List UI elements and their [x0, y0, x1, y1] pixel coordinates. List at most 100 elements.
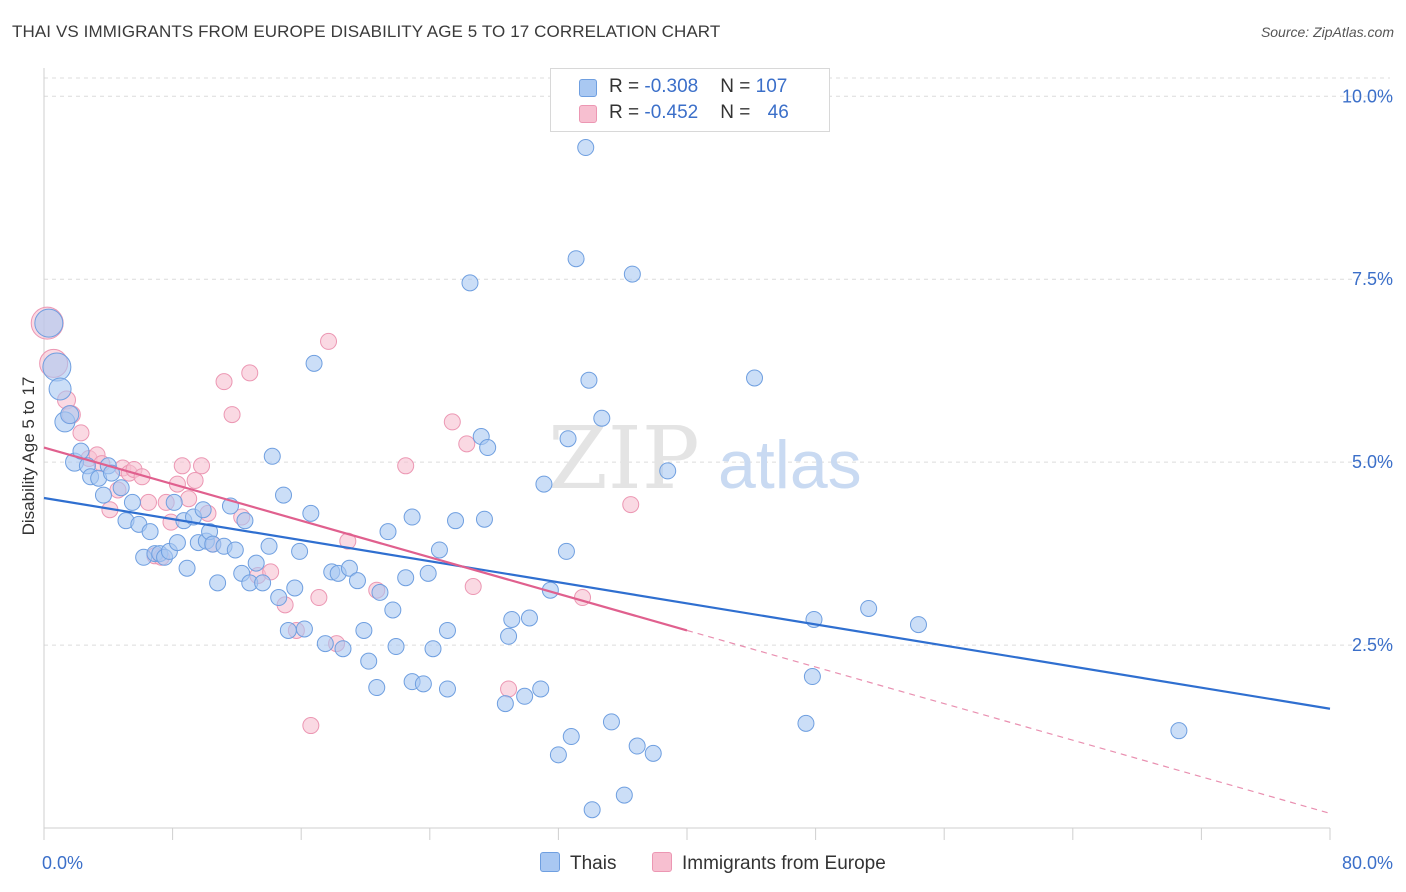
thais-point-62	[379, 523, 397, 541]
watermark: ZIP atlas	[548, 409, 862, 509]
thais-point-50	[302, 504, 320, 522]
thais-point-103	[797, 714, 815, 732]
europe-point-22	[186, 471, 204, 489]
thais-point-45	[275, 486, 293, 504]
watermark-zip: ZIP	[548, 409, 700, 509]
watermark-atlas: atlas	[718, 427, 862, 503]
thais-point-60	[368, 679, 386, 697]
legend-row-europe: R = -0.452 N = 46	[551, 101, 829, 127]
y-tick-label-3: 10.0%	[1342, 86, 1393, 106]
europe-point-42	[458, 435, 476, 453]
europe-point-43	[464, 578, 482, 596]
thais-point-97	[615, 786, 633, 804]
legend-swatch-thais	[579, 79, 597, 97]
thais-point-51	[305, 354, 323, 372]
thais-point-48	[291, 542, 309, 560]
europe-point-29	[241, 364, 259, 382]
thais-point-26	[178, 559, 196, 577]
thais-point-29	[194, 501, 212, 519]
thais-point-33	[209, 574, 227, 592]
thais-point-108	[1170, 722, 1188, 740]
thais-point-92	[577, 139, 595, 157]
thais-point-43	[263, 447, 281, 465]
thais-point-40	[247, 554, 265, 572]
thais-point-99	[628, 737, 646, 755]
thais-point-38	[236, 512, 254, 530]
y-axis-label: Disability Age 5 to 17	[19, 377, 38, 536]
thais-point-0	[34, 308, 64, 338]
x-tick-label-max: 80.0%	[1342, 853, 1393, 873]
axis-labels: Disability Age 5 to 17	[19, 377, 38, 536]
bottom-legend-europe: Immigrants from Europe	[652, 852, 886, 875]
europe-point-41	[443, 413, 461, 431]
europe-point-27	[223, 406, 241, 424]
thais-point-81	[503, 610, 521, 628]
trend-line-thais	[43, 496, 1331, 710]
thais-point-88	[557, 542, 575, 560]
thais-point-42	[260, 537, 278, 555]
thais-point-58	[355, 621, 373, 639]
thais-point-15	[123, 493, 141, 511]
chart-title: THAI VS IMMIGRANTS FROM EUROPE DISABILIT…	[12, 22, 721, 41]
thais-point-80	[500, 627, 518, 645]
thais-point-95	[593, 409, 611, 427]
europe-point-21	[180, 490, 198, 508]
bottom-legend-thais: Thais	[540, 852, 616, 875]
thais-point-52	[316, 635, 334, 653]
legend-text-europe: R = -0.452 N = 46	[609, 102, 789, 123]
thais-point-2	[48, 377, 72, 401]
legend-row-thais: R = -0.308 N = 107	[551, 75, 829, 101]
europe-point-26	[215, 373, 233, 391]
thais-point-75	[461, 274, 479, 292]
trend-lines	[43, 446, 1331, 814]
thais-point-98	[623, 265, 641, 283]
thais-point-12	[103, 464, 121, 482]
thais-point-87	[549, 746, 567, 764]
thais-point-66	[403, 508, 421, 526]
axes: 2.5% 5.0% 7.5% 10.0% 0.0% 80.0%	[42, 68, 1393, 873]
thais-point-101	[659, 462, 677, 480]
thais-point-83	[520, 609, 538, 627]
thais-point-73	[438, 680, 456, 698]
thais-point-1	[42, 352, 72, 382]
thais-point-24	[168, 534, 186, 552]
thais-point-68	[414, 675, 432, 693]
thais-point-61	[371, 583, 389, 601]
thais-point-91	[567, 250, 585, 268]
thais-point-82	[516, 687, 534, 705]
thais-point-72	[438, 621, 456, 639]
thais-point-56	[340, 559, 358, 577]
thais-point-18	[141, 523, 159, 541]
thais-point-74	[447, 512, 465, 530]
thais-point-41	[254, 574, 272, 592]
thais-point-69	[419, 564, 437, 582]
x-tick-label-min: 0.0%	[42, 853, 83, 873]
thais-point-59	[360, 652, 378, 670]
thais-point-57	[348, 572, 366, 590]
europe-point-4	[72, 424, 90, 442]
grid-lines	[44, 77, 1390, 646]
thais-point-65	[397, 569, 415, 587]
europe-point-20	[173, 457, 191, 475]
europe-point-35	[310, 589, 328, 607]
bottom-legend-swatch-europe	[652, 852, 672, 872]
trend-line-europe-extension	[686, 629, 1331, 814]
europe-point-36	[320, 332, 338, 350]
y-tick-label-0: 2.5%	[1352, 635, 1393, 655]
thais-point-77	[475, 510, 493, 528]
thais-point-23	[165, 493, 183, 511]
thais-point-89	[559, 430, 577, 448]
thais-point-94	[583, 801, 601, 819]
thais-point-100	[644, 744, 662, 762]
thais-point-90	[562, 728, 580, 746]
thais-point-78	[479, 439, 497, 457]
europe-point-34	[302, 717, 320, 735]
europe-point-14	[139, 493, 157, 511]
europe-point-40	[397, 457, 415, 475]
thais-point-49	[295, 620, 313, 638]
thais-point-79	[496, 695, 514, 713]
thais-point-13	[112, 479, 130, 497]
europe-point-44	[500, 680, 518, 698]
source-label: Source: ZipAtlas.com	[1260, 24, 1394, 40]
